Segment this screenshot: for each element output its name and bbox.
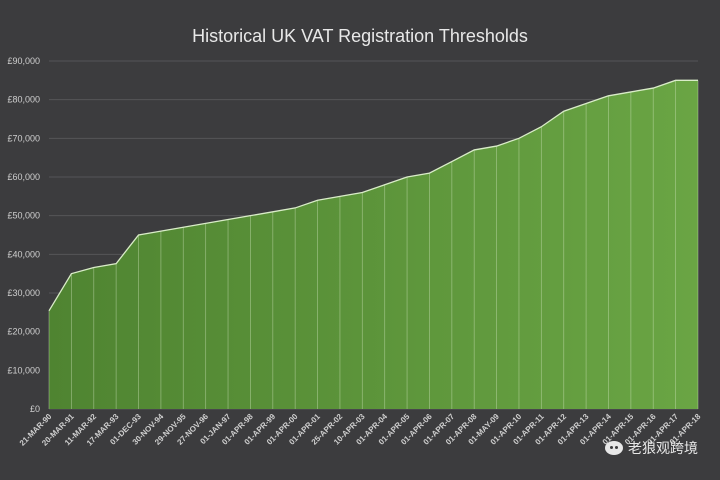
y-tick-label: £20,000	[7, 327, 40, 337]
watermark: 老狼观跨境	[605, 438, 698, 458]
area-fill	[49, 80, 698, 409]
x-axis: 21-MAR-9020-MAR-9111-MAR-9217-MAR-9301-D…	[18, 412, 703, 448]
watermark-text: 老狼观跨境	[628, 441, 698, 457]
y-tick-label: £50,000	[7, 211, 40, 221]
chart-title: Historical UK VAT Registration Threshold…	[192, 26, 528, 46]
y-axis: £0 £10,000 £20,000 £30,000 £40,000 £50,000 £60…	[7, 56, 40, 414]
category-dividers	[48, 80, 699, 409]
y-tick-label: £30,000	[7, 288, 40, 298]
y-tick-label: £10,000	[7, 365, 40, 375]
y-tick-label: £90,000	[7, 56, 40, 66]
y-tick-label: £60,000	[7, 172, 40, 182]
series-line	[48, 79, 698, 312]
y-tick-label: £0	[30, 404, 40, 414]
y-tick-label: £80,000	[7, 95, 40, 105]
data-area	[48, 79, 698, 409]
y-tick-label: £40,000	[7, 249, 40, 259]
wechat-icon	[605, 441, 623, 455]
y-tick-label: £70,000	[7, 133, 40, 143]
